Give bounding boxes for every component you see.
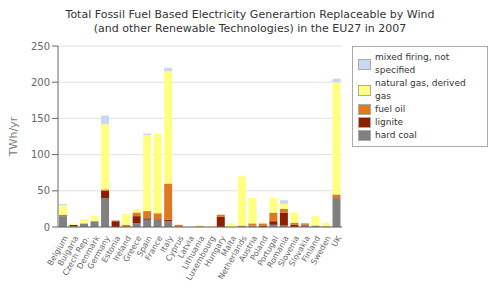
svg-text:Italy: Italy — [158, 234, 176, 254]
svg-text:100: 100 — [31, 149, 50, 160]
svg-text:0: 0 — [44, 222, 50, 233]
html-text:mixed firing, not specified: mixed firing, not specified — [375, 52, 450, 75]
svg-text:Sweden: Sweden — [309, 234, 333, 266]
html-text:(and other Renewable Technolog: (and other Renewable Technologies) in th… — [93, 22, 407, 35]
svg-text:Estonia: Estonia — [100, 234, 123, 265]
html-text:natural gas, derived gas: natural gas, derived gas — [375, 78, 466, 101]
svg-text:Slovakia: Slovakia — [287, 234, 312, 268]
svg-text:200: 200 — [31, 77, 50, 88]
svg-text:Poland: Poland — [248, 234, 270, 262]
svg-text:Spain: Spain — [135, 234, 155, 259]
svg-text:50: 50 — [37, 185, 50, 196]
html-text:lignite: lignite — [375, 117, 403, 127]
svg-text:TWh/yr: TWh/yr — [8, 116, 20, 157]
svg-text:Greece: Greece — [121, 234, 144, 264]
svg-text:Czech Rep.: Czech Rep. — [60, 234, 91, 278]
svg-text:Hungary: Hungary — [202, 234, 228, 269]
svg-text:UK: UK — [330, 234, 344, 249]
svg-text:Belgium: Belgium — [45, 234, 70, 268]
svg-text:Germany: Germany — [85, 234, 112, 271]
svg-text:Luxembourg: Luxembourg — [184, 234, 218, 282]
svg-text:Latvia: Latvia — [176, 234, 197, 260]
svg-text:Netherlands: Netherlands — [216, 234, 249, 282]
svg-text:Lithuania: Lithuania — [180, 234, 207, 271]
svg-text:Cyprus: Cyprus — [163, 234, 186, 263]
svg-text:Romania: Romania — [265, 234, 291, 270]
html-text:fuel oil: fuel oil — [375, 104, 406, 114]
svg-text:Slovenia: Slovenia — [276, 234, 302, 269]
svg-text:Portugal: Portugal — [255, 234, 281, 268]
svg-text:Malta: Malta — [219, 234, 239, 258]
svg-text:150: 150 — [31, 113, 50, 124]
html-text:Total Fossil Fuel Based Electr: Total Fossil Fuel Based Electricity Gene… — [65, 8, 435, 21]
svg-text:Ireland: Ireland — [111, 234, 133, 263]
html-text:hard coal: hard coal — [375, 130, 417, 140]
svg-text:France: France — [143, 234, 165, 262]
svg-text:Austria: Austria — [237, 234, 260, 264]
svg-text:Finland: Finland — [300, 234, 323, 264]
svg-text:Bulgaria: Bulgaria — [56, 234, 81, 268]
svg-text:Denmark: Denmark — [75, 234, 102, 271]
svg-text:250: 250 — [31, 41, 50, 52]
